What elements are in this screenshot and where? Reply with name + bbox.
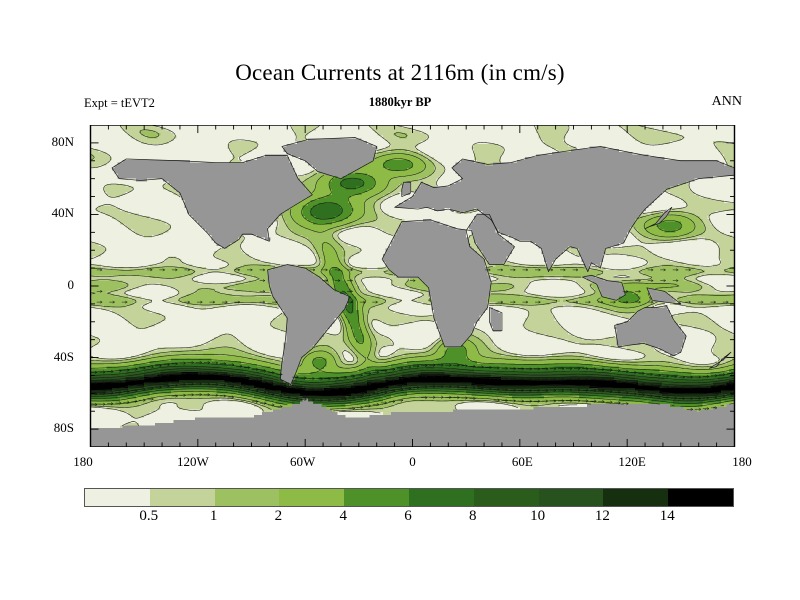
colorbar-band-1 <box>149 489 215 506</box>
colorbar-band-3 <box>279 489 345 506</box>
colorbar-tick-14: 14 <box>639 508 695 525</box>
figure-subtitle: 1880kyr BP <box>0 95 800 110</box>
season-label: ANN <box>712 94 742 110</box>
map-plot-area <box>83 125 742 447</box>
x-tick-120E: 120E <box>602 454 662 470</box>
colorbar-band-9 <box>668 489 733 506</box>
colorbar-tick-1: 1 <box>186 508 242 525</box>
colorbar <box>84 488 734 507</box>
colorbar-band-0 <box>85 489 150 506</box>
colorbar-tick-0.5: 0.5 <box>121 508 177 525</box>
colorbar-tick-12: 12 <box>574 508 630 525</box>
colorbar-band-4 <box>344 489 409 506</box>
colorbar-band-8 <box>603 489 669 506</box>
page-title: Ocean Currents at 2116m (in cm/s) <box>0 60 800 86</box>
colorbar-tick-6: 6 <box>380 508 436 525</box>
colorbar-tick-8: 8 <box>445 508 501 525</box>
x-tick-120W: 120W <box>163 454 223 470</box>
colorbar-tick-2: 2 <box>250 508 306 525</box>
x-tick-0: 0 <box>383 454 443 470</box>
colorbar-band-2 <box>214 489 280 506</box>
colorbar-band-7 <box>538 489 604 506</box>
y-tick-40S: 40S <box>30 349 74 365</box>
x-tick-180: 180 <box>53 454 113 470</box>
colorbar-band-6 <box>473 489 539 506</box>
x-tick-60W: 60W <box>273 454 333 470</box>
y-tick-80N: 80N <box>30 134 74 150</box>
colorbar-band-5 <box>408 489 474 506</box>
x-tick-60E: 60E <box>492 454 552 470</box>
ocean-current-map <box>89 125 736 447</box>
y-tick-40N: 40N <box>30 205 74 221</box>
colorbar-tick-4: 4 <box>315 508 371 525</box>
x-tick-180: 180 <box>712 454 772 470</box>
colorbar-tick-10: 10 <box>510 508 566 525</box>
experiment-label: Expt = tEVT2 <box>84 96 155 111</box>
y-tick-80S: 80S <box>30 420 74 436</box>
y-tick-0: 0 <box>30 277 75 293</box>
